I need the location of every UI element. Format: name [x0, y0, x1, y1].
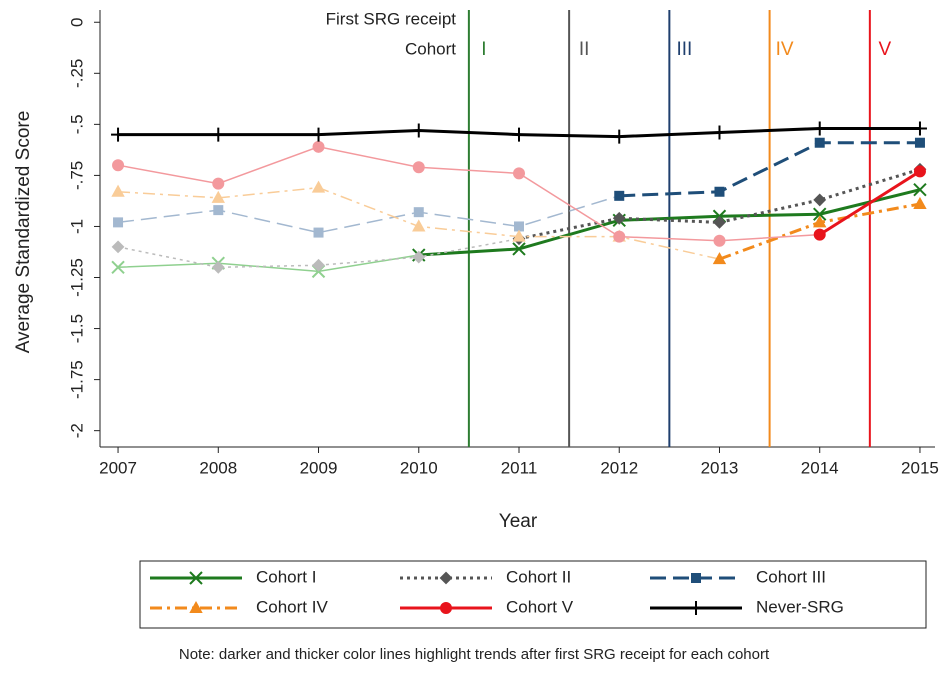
y-axis-title: Average Standardized Score — [13, 111, 34, 354]
x-tick-label: 2008 — [199, 458, 237, 477]
cohort-label: I — [481, 39, 486, 60]
series-line — [118, 254, 419, 273]
series-line — [619, 141, 920, 198]
marker — [512, 229, 526, 242]
marker — [614, 190, 625, 201]
y-tick-label: -1.25 — [67, 258, 86, 297]
marker — [312, 258, 325, 272]
marker — [813, 207, 827, 221]
marker — [514, 221, 525, 232]
y-tick-label: -1.75 — [67, 360, 86, 399]
marker — [212, 177, 225, 190]
x-tick-label: 2015 — [901, 458, 939, 477]
marker — [713, 234, 726, 247]
x-tick-label: 2009 — [300, 458, 338, 477]
legend-label: Cohort IV — [256, 597, 328, 616]
marker — [513, 167, 526, 180]
marker — [112, 159, 125, 172]
legend-label: Cohort III — [756, 567, 826, 586]
marker — [912, 121, 927, 136]
marker — [111, 127, 126, 142]
x-tick-label: 2014 — [801, 458, 839, 477]
legend-label: Cohort II — [506, 567, 571, 586]
marker — [913, 165, 926, 178]
marker — [813, 228, 826, 241]
legend-box — [139, 560, 927, 629]
x-tick-label: 2007 — [99, 458, 137, 477]
cohort-label: V — [879, 39, 892, 60]
marker — [412, 161, 425, 174]
marker — [613, 230, 626, 243]
cohort-label: II — [579, 39, 590, 60]
marker — [411, 123, 426, 138]
marker — [313, 227, 324, 238]
legend-marker — [439, 571, 453, 585]
cohort-label: IV — [776, 39, 794, 60]
series-line — [117, 146, 820, 242]
marker — [813, 215, 827, 228]
annotation: First SRG receipt — [326, 9, 457, 28]
marker — [213, 205, 224, 216]
y-tick-label: -1 — [67, 219, 86, 234]
cohort-label: III — [676, 39, 692, 60]
marker — [312, 140, 325, 153]
legend-marker — [189, 600, 203, 613]
annotation: Cohort — [405, 39, 456, 58]
marker — [412, 250, 426, 264]
marker — [714, 186, 725, 197]
marker — [111, 184, 125, 197]
x-tick-label: 2011 — [501, 458, 538, 477]
y-tick-label: 0 — [67, 18, 86, 27]
marker — [113, 217, 124, 228]
marker — [413, 207, 424, 218]
legend-marker — [691, 573, 701, 583]
series-line — [818, 170, 921, 236]
marker — [211, 127, 226, 142]
marker — [712, 252, 727, 265]
series-line — [418, 188, 921, 257]
x-tick-label: 2013 — [701, 458, 739, 477]
series-line — [117, 195, 620, 234]
legend-marker — [189, 571, 203, 585]
marker — [211, 260, 225, 274]
marker — [311, 127, 326, 142]
marker — [111, 260, 125, 275]
y-tick-label: -.5 — [67, 114, 86, 134]
legend-label: Cohort V — [506, 597, 574, 616]
legend-marker — [440, 602, 452, 614]
x-tick-label: 2010 — [400, 458, 438, 477]
marker — [311, 180, 326, 193]
marker — [211, 190, 225, 203]
y-tick-label: -1.5 — [67, 314, 86, 343]
y-tick-label: -2 — [67, 423, 86, 438]
marker — [612, 211, 626, 225]
marker — [813, 193, 827, 207]
legend-label: Never-SRG — [756, 597, 844, 616]
marker — [111, 240, 125, 254]
marker — [712, 125, 727, 140]
marker — [512, 242, 526, 256]
legend-marker — [689, 601, 703, 615]
x-tick-label: 2012 — [600, 458, 638, 477]
marker — [412, 219, 426, 232]
y-tick-label: -.25 — [67, 59, 86, 88]
note: Note: darker and thicker color lines hig… — [179, 646, 770, 663]
marker — [913, 196, 927, 209]
marker — [914, 137, 925, 148]
marker — [913, 182, 927, 197]
x-axis-title: Year — [499, 511, 538, 532]
series-line — [117, 237, 520, 269]
marker — [512, 127, 527, 142]
y-tick-label: -.75 — [67, 161, 86, 190]
marker — [812, 121, 827, 136]
marker — [814, 137, 825, 148]
legend-label: Cohort I — [256, 567, 316, 586]
marker — [612, 129, 627, 144]
marker — [713, 215, 726, 229]
